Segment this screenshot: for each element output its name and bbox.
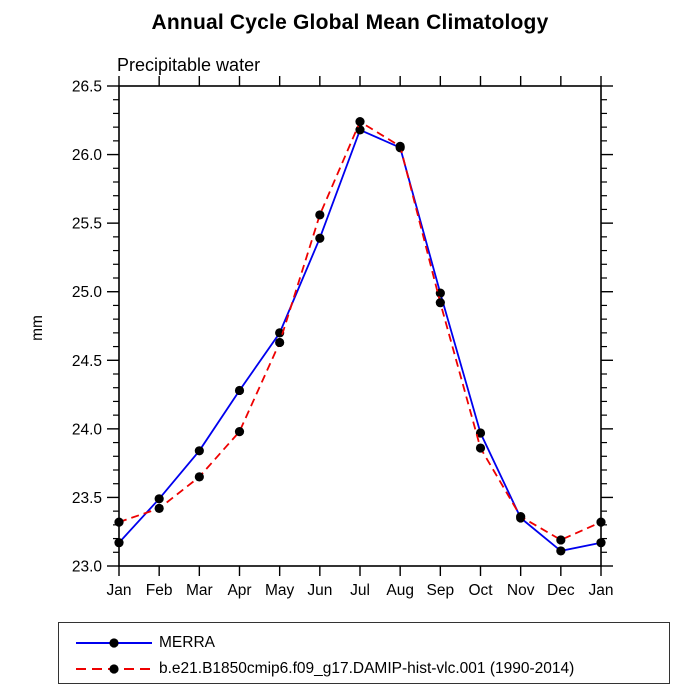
svg-text:Jun: Jun [307,582,332,599]
svg-text:23.5: 23.5 [72,490,102,507]
plot-box [118,85,602,567]
svg-text:23.0: 23.0 [72,559,103,576]
y-axis-ticks [107,85,613,567]
svg-text:Mar: Mar [186,582,213,599]
svg-text:25.5: 25.5 [72,216,102,233]
y-axis-title: mm [29,315,46,341]
series-merra [114,125,606,556]
svg-text:Apr: Apr [227,582,251,599]
legend-label-merra: MERRA [159,634,215,651]
svg-text:Oct: Oct [468,582,493,599]
svg-text:Jan: Jan [107,582,132,599]
svg-text:Feb: Feb [146,582,173,599]
svg-text:24.0: 24.0 [72,421,103,438]
svg-text:24.5: 24.5 [72,353,102,370]
chart-title: Annual Cycle Global Mean Climatology [151,11,549,34]
svg-text:Aug: Aug [386,582,414,599]
legend-item-model: b.e21.B1850cmip6.f09_g17.DAMIP-hist-vlc.… [73,656,669,682]
legend: MERRA b.e21.B1850cmip6.f09_g17.DAMIP-his… [58,622,670,684]
legend-item-merra: MERRA [73,630,669,656]
svg-text:Jul: Jul [350,582,370,599]
y-axis-tick-labels: 23.0 23.5 24.0 24.5 25.0 25.5 26.0 26.5 [72,79,103,576]
legend-label-model: b.e21.B1850cmip6.f09_g17.DAMIP-hist-vlc.… [159,660,575,677]
svg-text:Jan: Jan [589,582,614,599]
legend-solid-line-icon [76,638,152,648]
legend-dashed-line-icon [76,664,152,674]
svg-text:26.5: 26.5 [72,79,102,96]
svg-text:25.0: 25.0 [72,284,103,301]
svg-text:May: May [265,582,295,599]
svg-text:Sep: Sep [427,582,455,599]
y-axis-minor-ticks [113,99,607,553]
chart-subtitle: Precipitable water [117,55,261,75]
x-axis-ticks [118,76,602,576]
svg-text:Nov: Nov [507,582,535,599]
y-axis-label: mm [29,315,46,341]
svg-text:26.0: 26.0 [72,147,103,164]
svg-text:Dec: Dec [547,582,575,599]
series-model [114,117,606,545]
x-axis-tick-labels: Jan Feb Mar Apr May Jun Jul Aug Sep Oct Nov Dec Jan [107,582,614,599]
